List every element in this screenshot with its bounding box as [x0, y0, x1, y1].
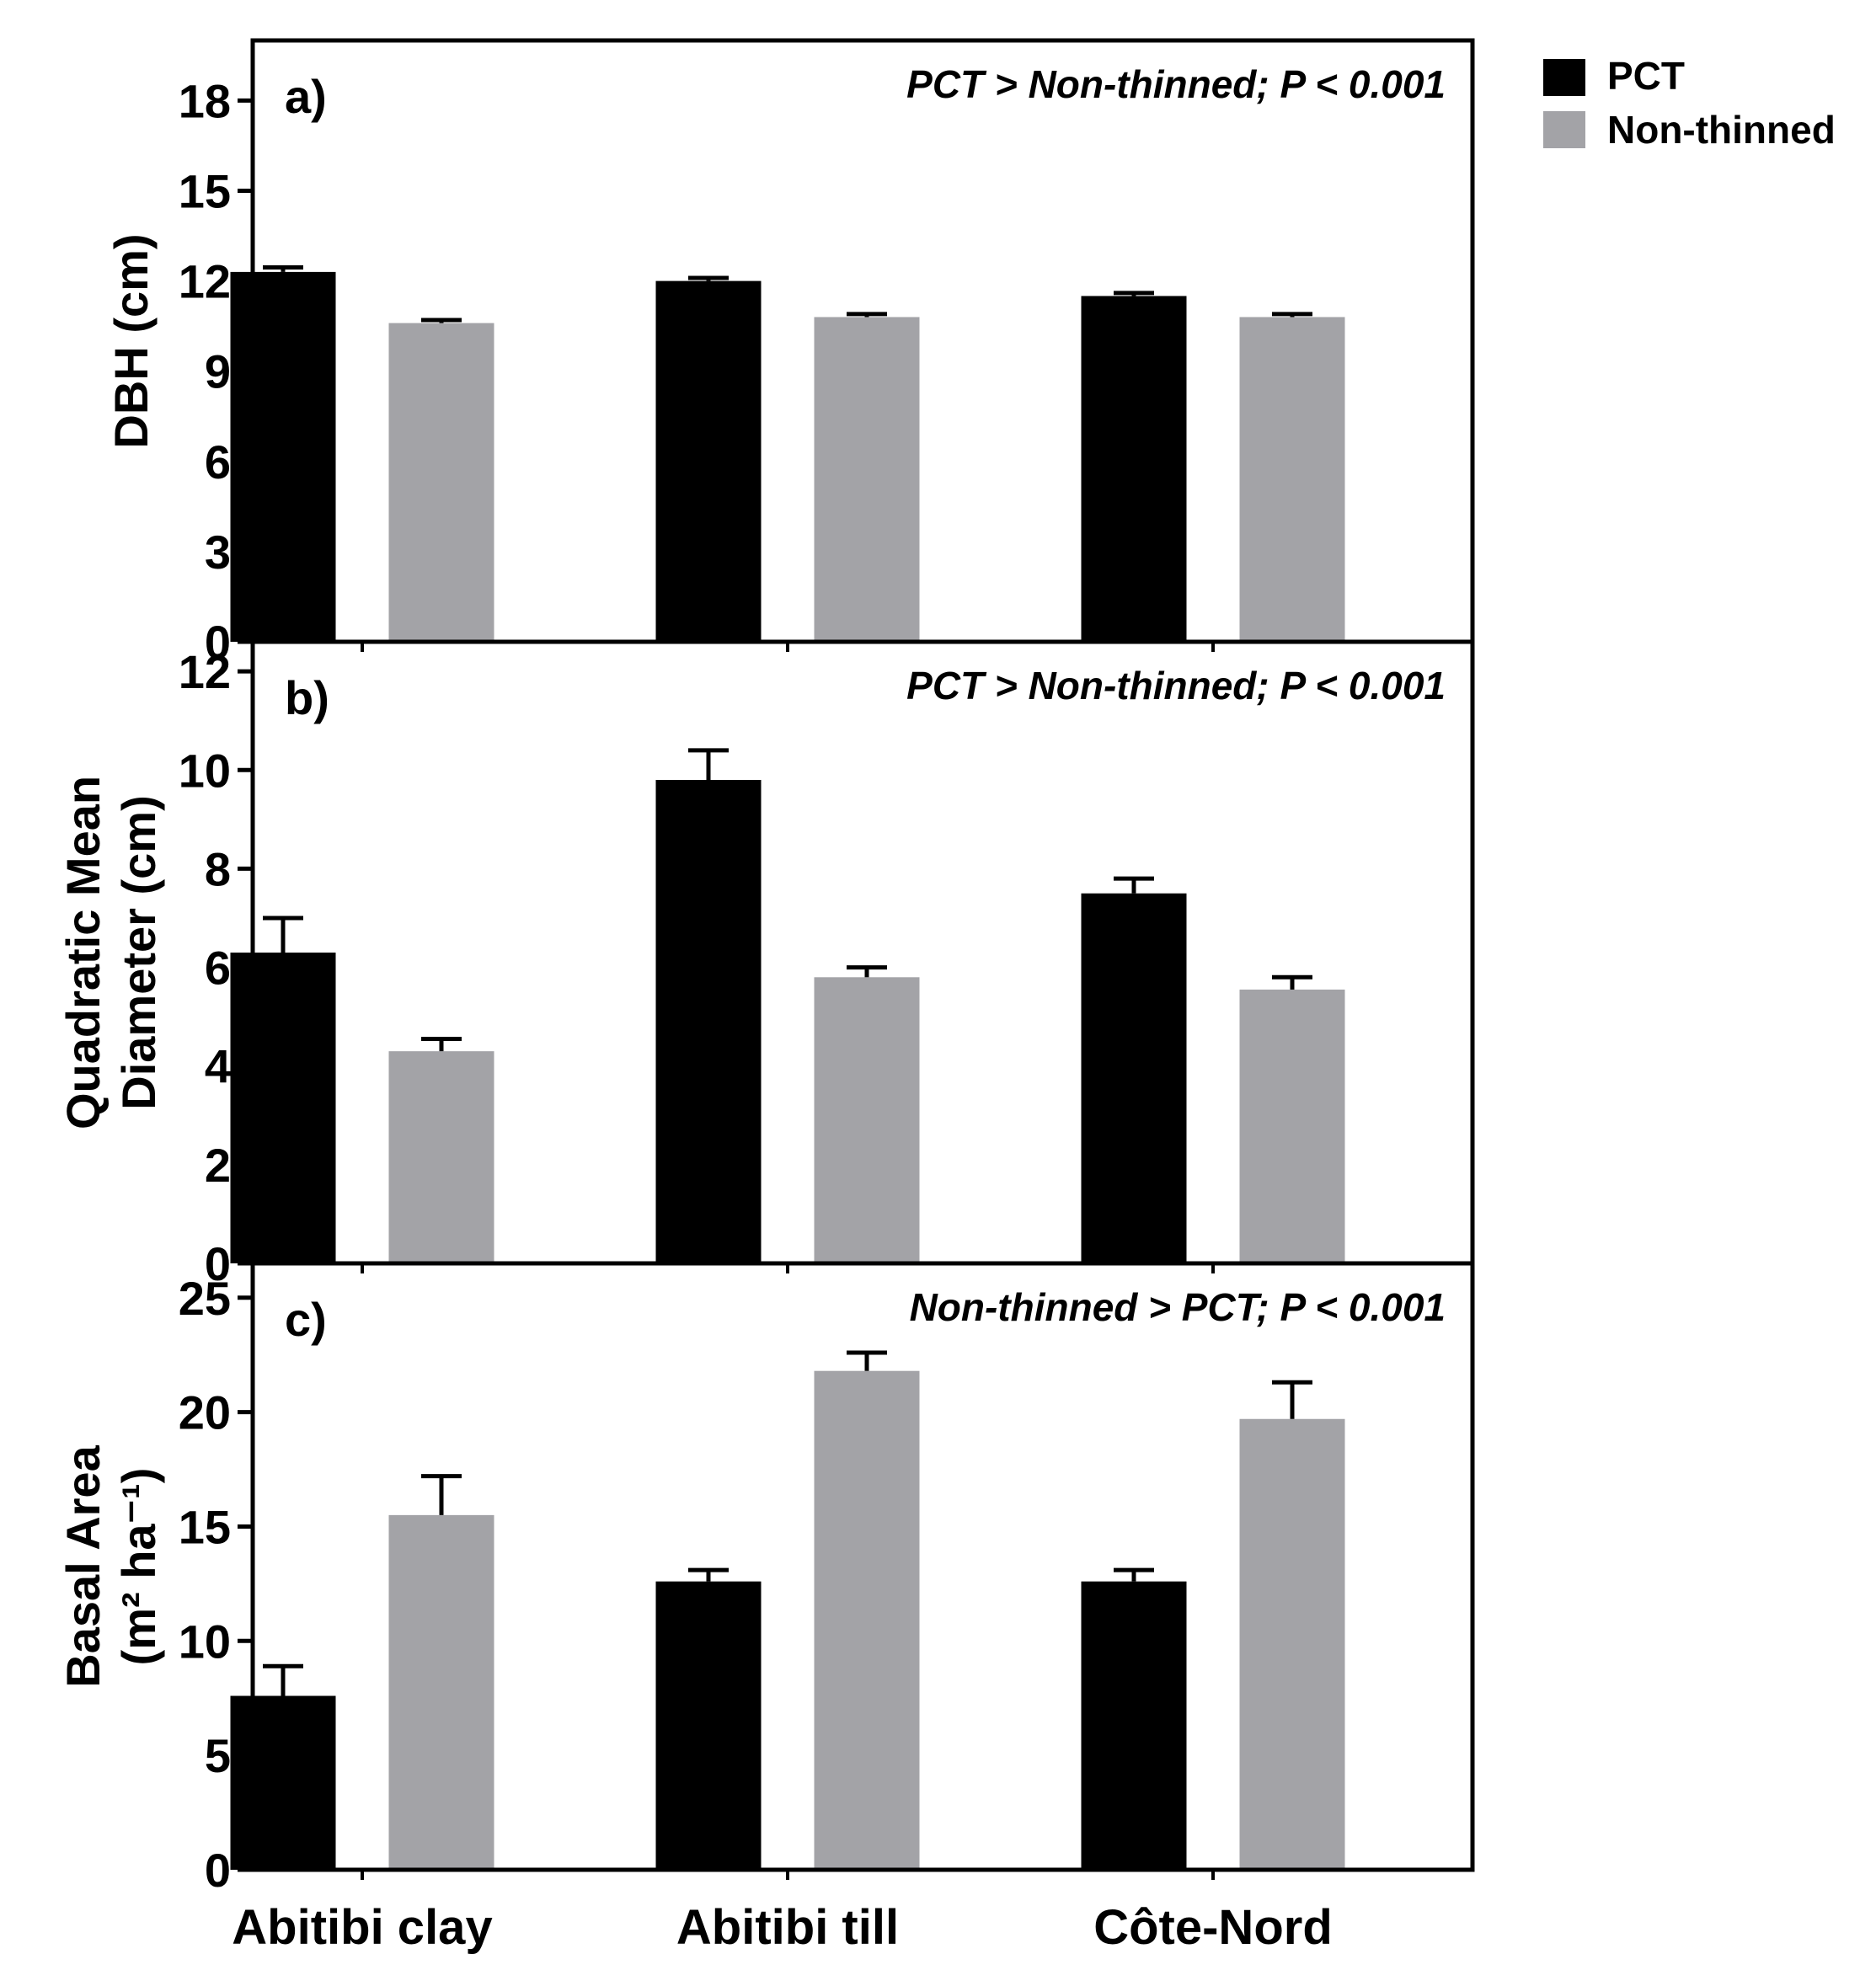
bar-pct-1	[230, 1695, 336, 1870]
bar-non-thinned-1	[388, 1514, 494, 1870]
y-axis-title: Quadratic Mean	[56, 776, 110, 1129]
y-tick-label: 4	[205, 1040, 231, 1093]
panel-frame	[250, 1261, 1475, 1872]
x-category-label: Abitibi till	[676, 1900, 899, 1955]
significance-annotation: PCT > Non-thinned; P < 0.001	[906, 62, 1446, 106]
bar-pct-2	[655, 280, 762, 642]
bar-pct-1	[230, 271, 336, 642]
y-tick-label: 15	[179, 1500, 231, 1553]
chart-panels: 0 3 6 9 12 15 18 a) PCT > Non-thinned; P < 0.001…	[56, 38, 1475, 1955]
x-category-label: Abitibi clay	[232, 1900, 492, 1955]
y-tick-label: 10	[179, 1615, 231, 1668]
y-tick-label: 0	[205, 1237, 231, 1290]
y-tick-label: 5	[205, 1729, 231, 1782]
y-tick-label: 10	[179, 744, 231, 797]
y-tick-label: 0	[205, 616, 231, 669]
y-axis-title: DBH (cm)	[104, 233, 158, 448]
bar-non-thinned-2	[814, 1370, 920, 1870]
legend-label-pct: PCT	[1607, 54, 1685, 98]
panel-letter: a)	[285, 70, 327, 123]
panel-letter: b)	[285, 671, 329, 724]
y-tick-label: 12	[179, 255, 231, 308]
bar-non-thinned-1	[388, 1051, 494, 1263]
y-axis-title: Basal Area	[56, 1444, 110, 1687]
bar-pct-3	[1081, 296, 1187, 642]
x-category-label: Côte-Nord	[1093, 1900, 1333, 1955]
y-tick-label: 8	[205, 842, 231, 895]
y-tick-label: 6	[205, 942, 231, 995]
legend-swatch-non-thinned	[1543, 111, 1585, 148]
y-tick-label: 25	[179, 1272, 231, 1325]
bar-pct-2	[655, 780, 762, 1263]
panel-letter: c)	[285, 1293, 327, 1346]
significance-annotation: PCT > Non-thinned; P < 0.001	[906, 664, 1446, 707]
panel-1: 0 3 6 9 12 15 18 a) PCT > Non-thinned; P < 0.001…	[104, 38, 1475, 669]
y-tick-label: 0	[205, 1844, 231, 1897]
bar-pct-1	[230, 953, 336, 1263]
y-tick-label: 18	[179, 74, 231, 127]
legend-swatch-pct	[1543, 59, 1585, 96]
bar-non-thinned-3	[1239, 989, 1345, 1263]
bar-non-thinned-3	[1239, 1418, 1345, 1870]
bar-non-thinned-2	[814, 977, 920, 1263]
y-tick-label: 2	[205, 1139, 231, 1192]
y-tick-label: 9	[205, 345, 231, 398]
bar-pct-3	[1081, 1581, 1187, 1870]
y-tick-label: 6	[205, 435, 231, 488]
y-tick-label: 12	[179, 645, 231, 698]
bar-pct-2	[655, 1581, 762, 1870]
bar-non-thinned-1	[388, 323, 494, 642]
bar-non-thinned-3	[1239, 317, 1345, 642]
significance-annotation: Non-thinned > PCT; P < 0.001	[910, 1285, 1446, 1329]
panel-3: 0 5 10 15 20 25 c) Non-thinned > PCT; P < 0.001…	[56, 1261, 1475, 1955]
y-tick-label: 15	[179, 165, 231, 218]
y-axis-title: (m² ha⁻¹)	[112, 1468, 165, 1666]
panel-2: 0 2 4 6 8 10 12 b) PCT > Non-thinned; P < 0.001 Q…	[56, 639, 1475, 1290]
y-tick-label: 20	[179, 1386, 231, 1439]
bar-non-thinned-2	[814, 317, 920, 642]
y-tick-label: 3	[205, 526, 231, 579]
legend: PCT Non-thinned	[1543, 54, 1836, 152]
legend-label-non-thinned: Non-thinned	[1607, 108, 1836, 152]
bar-pct-3	[1081, 893, 1187, 1263]
y-axis-title: Diameter (cm)	[112, 795, 165, 1109]
